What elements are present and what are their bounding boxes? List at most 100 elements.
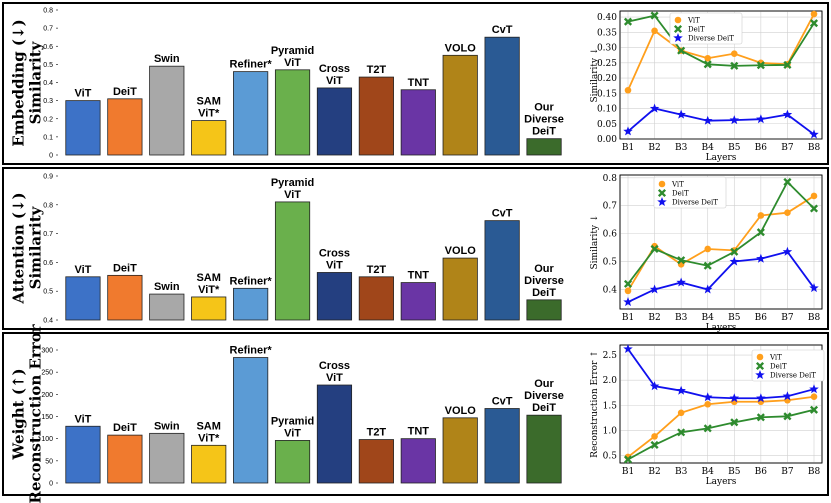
bar-label: ViT	[74, 264, 91, 276]
x-tick-label: B4	[702, 313, 715, 323]
bar-label: DeiT	[113, 86, 137, 98]
point-deit	[650, 440, 659, 449]
y-tick-label: 100	[41, 436, 53, 443]
bar-label: ViT*	[198, 284, 220, 296]
y-tick-label: 0.1	[43, 134, 53, 141]
point-diverse-deit	[809, 129, 819, 139]
point-deit	[623, 279, 633, 288]
point-deit	[703, 424, 712, 433]
bar-pyramid-vit	[274, 69, 311, 156]
bar-t2t	[358, 439, 394, 484]
x-tick-label: B6	[755, 467, 768, 477]
y-tick-label: 0	[49, 481, 53, 488]
bar-label: Diverse	[524, 275, 564, 287]
point-vit	[757, 212, 765, 219]
x-tick-label: B4	[702, 143, 715, 153]
bar-label: DeiT	[532, 126, 556, 138]
point-deit	[623, 455, 633, 464]
bar-deit	[107, 274, 143, 321]
y-tick-label: 0.05	[597, 120, 617, 130]
bar-sam-vit	[191, 296, 227, 321]
legend-box	[653, 176, 727, 209]
x-axis-label: Layers	[706, 323, 737, 333]
x-tick-label: B5	[728, 467, 741, 477]
bar-label: ViT	[284, 57, 301, 69]
series-line-diverse-deit	[627, 107, 815, 136]
y-tick-label: 200	[41, 392, 53, 399]
y-tick-label: 0.35	[597, 28, 617, 38]
bar-label: ViT	[284, 427, 301, 439]
bar-label: Cross	[319, 360, 350, 372]
series-line-deit	[627, 408, 815, 461]
legend-marker-diverse-deit	[673, 33, 683, 43]
bar-label: VOLO	[445, 245, 477, 257]
bar-cross-vit	[316, 87, 353, 156]
bar-tnt	[400, 438, 436, 484]
series-line-vit	[627, 395, 815, 458]
x-tick-label: B7	[781, 143, 794, 153]
point-diverse-deit	[756, 114, 766, 124]
bar-cross-vit	[316, 272, 353, 321]
y-tick-label: 0.8	[603, 174, 618, 184]
bar-label: ViT	[284, 189, 301, 201]
x-axis-label: Layers	[706, 153, 737, 163]
bar-refiner	[233, 287, 269, 321]
legend-label: ViT	[671, 181, 684, 189]
point-vit	[651, 433, 658, 440]
bar-tnt	[400, 282, 436, 321]
bar-label: DeiT	[113, 422, 137, 434]
bar-label: ViT	[326, 259, 343, 271]
y-tick-label: 0.5	[43, 289, 53, 296]
bar-label: T2T	[367, 64, 387, 76]
legend-label: DeiT	[672, 190, 689, 198]
bar-t2t	[358, 276, 394, 321]
point-deit	[756, 61, 765, 70]
point-vit	[704, 400, 712, 408]
bar-label: Cross	[319, 63, 350, 75]
point-deit	[783, 412, 792, 421]
bar-label: Our	[534, 378, 554, 390]
bar-sam-vit	[191, 120, 227, 156]
point-diverse-deit	[623, 126, 633, 136]
legend-box	[669, 12, 743, 45]
point-diverse-deit	[782, 246, 793, 256]
bar-label: Our	[534, 102, 554, 114]
y-tick-label: 0.5	[43, 62, 53, 69]
x-tick-label: B2	[648, 313, 660, 323]
y-tick-label: 2.5	[603, 351, 618, 361]
point-deit	[730, 247, 739, 256]
point-diverse-deit	[702, 392, 713, 402]
bar-label: DeiT	[532, 287, 556, 299]
point-diverse-deit	[702, 284, 713, 294]
y-tick-label: 0.7	[603, 202, 618, 212]
bar-label: Refiner*	[230, 275, 273, 287]
x-tick-label: B2	[648, 467, 660, 477]
point-diverse-deit	[702, 115, 713, 125]
y-tick-label: 0.6	[43, 44, 53, 51]
point-deit	[650, 244, 659, 254]
series-line-vit	[627, 13, 815, 91]
y-tick-label: 0.00	[597, 135, 617, 145]
legend-marker-vit	[756, 353, 764, 361]
point-deit	[783, 60, 792, 69]
bar-label: SAM	[196, 272, 220, 284]
point-diverse-deit	[729, 115, 740, 125]
legend-label: ViT	[769, 354, 782, 362]
bar-label: ViT	[74, 88, 91, 100]
bar-label: Pyramid	[271, 415, 314, 427]
point-diverse-deit	[756, 393, 766, 403]
y-axis-label: Reconstruction Error ↑	[590, 350, 600, 458]
point-vit	[810, 10, 818, 18]
bar-tnt	[400, 89, 436, 156]
x-tick-label: B5	[728, 313, 741, 323]
bar-our-diverse-deit	[526, 138, 562, 156]
point-diverse-deit	[623, 297, 633, 307]
legend-label: DeiT	[688, 26, 705, 34]
y-tick-label: 0.8	[43, 8, 53, 15]
point-deit	[703, 60, 712, 69]
bar-label: Cross	[319, 247, 350, 259]
point-deit	[623, 17, 633, 26]
x-tick-label: B1	[622, 143, 634, 153]
